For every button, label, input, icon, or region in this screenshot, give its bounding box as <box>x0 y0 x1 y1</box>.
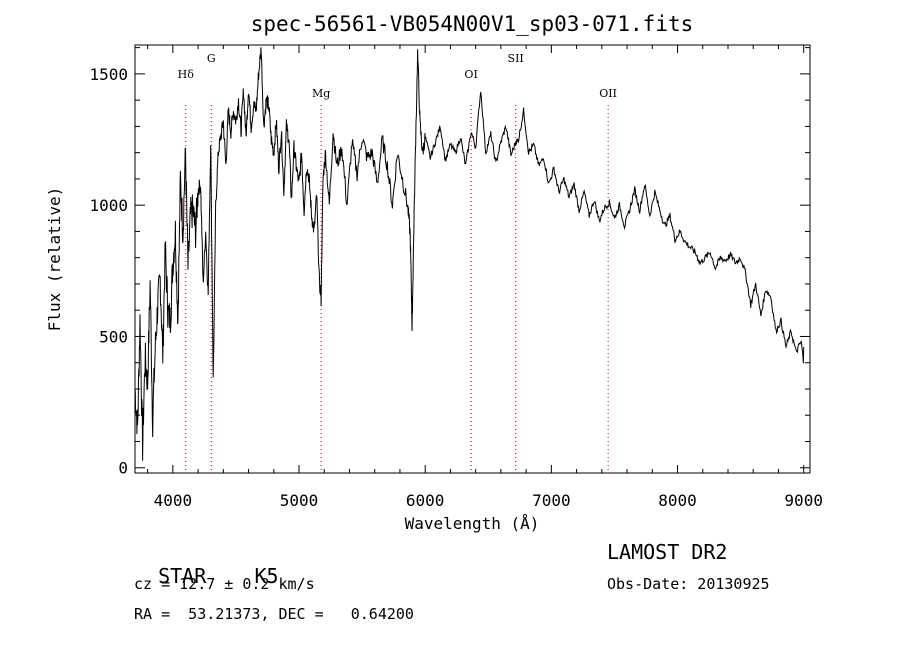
spectrum-line <box>134 47 805 461</box>
line-marker-label: G <box>207 52 216 65</box>
line-markers: Hδ G Mg OI SII OII <box>178 52 617 473</box>
y-tick-label: 1500 <box>89 65 128 84</box>
chart-title: spec-56561-VB054N00V1_sp03-071.fits <box>251 12 694 36</box>
x-tick-label: 9000 <box>784 491 823 510</box>
x-tick-label: 8000 <box>658 491 697 510</box>
x-tick-label: 4000 <box>154 491 193 510</box>
object-type: STAR <box>158 564 207 588</box>
observation-date: Obs-Date: 20130925 <box>607 575 770 593</box>
x-tick-label: 6000 <box>406 491 445 510</box>
object-subclass: K5 <box>254 564 279 588</box>
y-tick-label: 0 <box>118 459 128 478</box>
line-marker-label: OI <box>464 68 477 81</box>
line-marker-label: SII <box>508 52 524 65</box>
x-axis-label: Wavelength (Å) <box>405 514 540 533</box>
line-marker-label: Mg <box>312 87 330 100</box>
y-axis: 0 500 1000 1500 <box>89 47 810 478</box>
y-axis-label: Flux (relative) <box>45 187 64 332</box>
y-tick-label: 1000 <box>89 196 128 215</box>
plot-frame <box>134 44 811 474</box>
x-axis: 4000 5000 6000 7000 8000 9000 <box>147 45 823 510</box>
x-tick-label: 7000 <box>532 491 571 510</box>
object-classification: STAR K5 <box>134 540 279 588</box>
x-tick-label: 5000 <box>280 491 319 510</box>
coordinates: RA = 53.21373, DEC = 0.64200 <box>134 605 414 623</box>
line-marker-label: OII <box>599 87 617 100</box>
y-tick-label: 500 <box>99 327 128 346</box>
survey-name: LAMOST DR2 <box>607 540 728 564</box>
redshift-velocity: cz = 12.7 ± 0.2 km/s <box>134 575 315 593</box>
line-marker-label: Hδ <box>178 68 195 81</box>
